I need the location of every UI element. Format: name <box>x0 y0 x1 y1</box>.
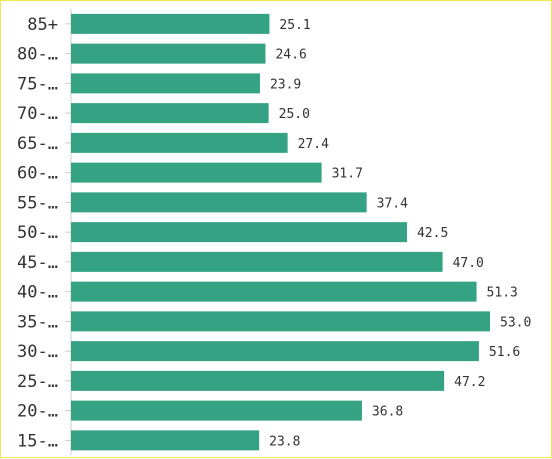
bar <box>71 251 443 272</box>
bar <box>71 43 266 64</box>
bar <box>71 311 490 332</box>
bar <box>71 13 270 34</box>
data-label: 51.6 <box>489 345 520 360</box>
bar <box>71 400 362 421</box>
bar <box>71 222 407 243</box>
data-label: 23.9 <box>270 77 301 92</box>
bar <box>71 341 479 362</box>
data-label: 47.2 <box>454 375 485 390</box>
y-tick-label: 65-… <box>17 134 58 154</box>
y-tick-label: 70-… <box>17 104 58 124</box>
bar <box>71 370 445 391</box>
y-tick-label: 75-… <box>17 74 58 94</box>
data-label: 25.1 <box>279 18 310 33</box>
data-label: 24.6 <box>275 48 306 63</box>
data-label: 42.5 <box>417 226 448 241</box>
bar <box>71 103 269 124</box>
data-label: 25.0 <box>279 107 310 122</box>
bar-group <box>71 13 490 451</box>
data-label: 36.8 <box>372 405 403 420</box>
category-labels: 85+ 80-… 75-… 70-… 65-… 60-… 55-… 50-… 45-… 40-… 3… <box>17 15 71 451</box>
data-label: 51.3 <box>487 286 518 301</box>
y-tick-label: 55-… <box>17 193 58 213</box>
bar <box>71 192 367 213</box>
y-tick-label: 50-… <box>17 223 58 243</box>
value-labels: 25.1 24.6 23.9 25.0 27.431.7 37.4 42.5 47.051.3… <box>269 18 531 450</box>
y-tick-label: 35-… <box>17 312 58 332</box>
y-tick-label: 15-… <box>17 431 58 451</box>
y-tick-label: 85+ <box>27 15 58 35</box>
y-tick-label: 80-… <box>17 45 58 65</box>
y-tick-label: 30-… <box>17 342 58 362</box>
data-label: 31.7 <box>332 167 363 182</box>
bar <box>71 162 322 183</box>
bar <box>71 132 288 153</box>
data-label: 37.4 <box>377 196 408 211</box>
data-label: 23.8 <box>269 434 300 449</box>
bar <box>71 430 260 451</box>
y-tick-label: 45-… <box>17 253 58 273</box>
data-label: 53.0 <box>500 315 531 330</box>
y-tick-label: 60-… <box>17 164 58 184</box>
bar <box>71 281 477 302</box>
y-tick-label: 20-… <box>17 402 58 422</box>
bar <box>71 73 260 94</box>
y-tick-label: 40-… <box>17 283 58 303</box>
data-label: 47.0 <box>453 256 484 271</box>
y-tick-label: 25-… <box>17 372 58 392</box>
data-label: 27.4 <box>298 137 329 152</box>
